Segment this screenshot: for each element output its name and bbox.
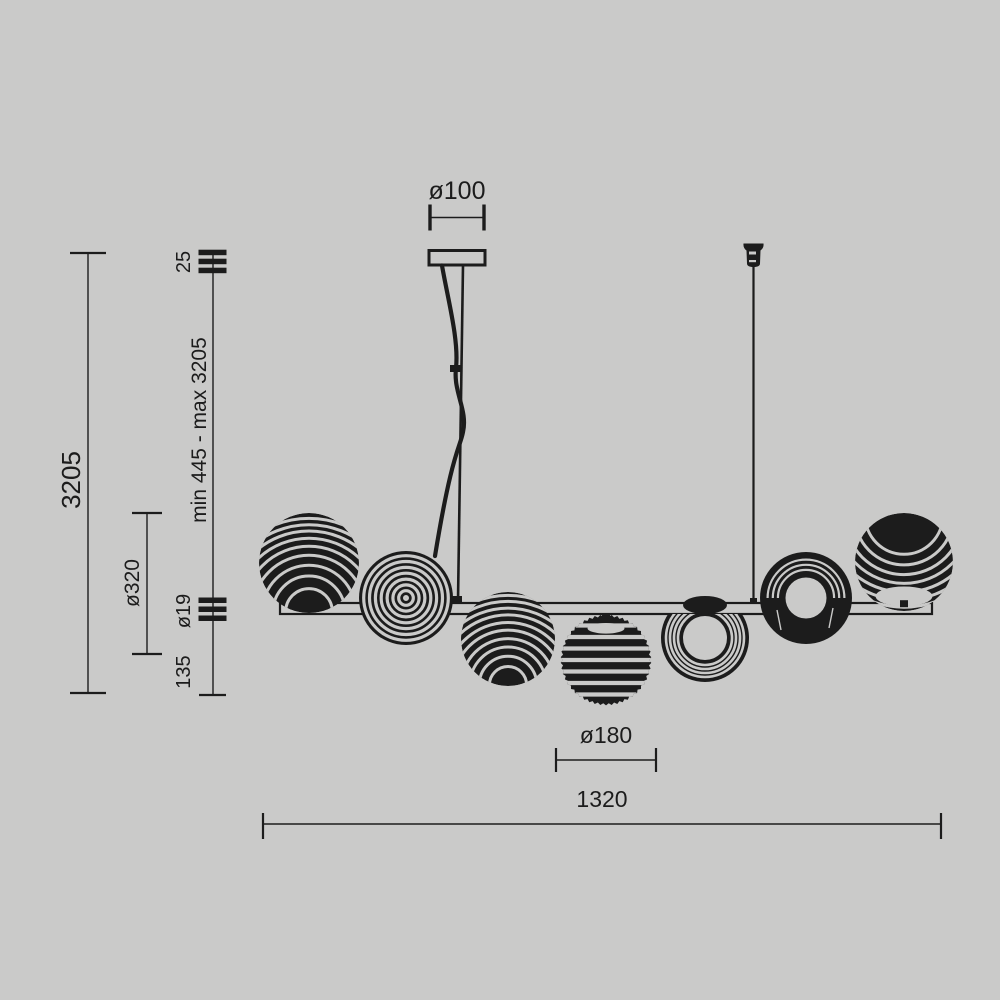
svg-text:1320: 1320: [576, 786, 627, 812]
svg-text:ø180: ø180: [580, 722, 632, 748]
svg-text:3205: 3205: [56, 451, 86, 509]
svg-text:min 445 - max 3205: min 445 - max 3205: [188, 337, 211, 523]
svg-text:135: 135: [173, 655, 195, 688]
svg-text:ø100: ø100: [429, 177, 486, 205]
svg-text:25: 25: [173, 251, 195, 273]
svg-text:ø19: ø19: [173, 594, 195, 628]
svg-text:ø320: ø320: [121, 559, 144, 607]
